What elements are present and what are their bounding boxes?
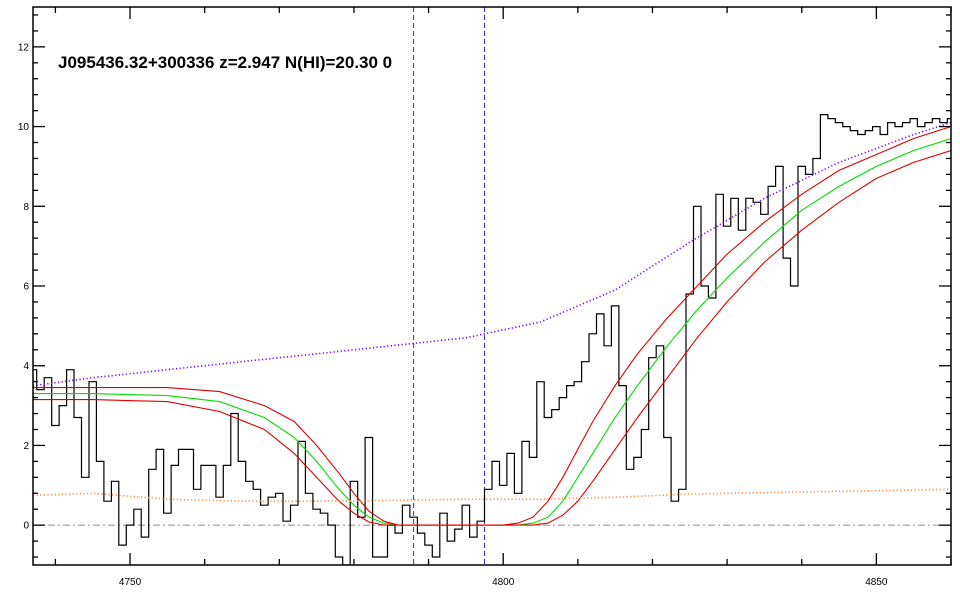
y-tick-label: 12 (18, 42, 30, 53)
x-tick-label: 4750 (119, 577, 142, 588)
reference-lines (33, 7, 951, 565)
x-tick-label: 4800 (492, 577, 515, 588)
series-2-line (33, 126, 951, 526)
x-tick-label: 4850 (865, 577, 888, 588)
series-layer (33, 114, 951, 565)
series-4-dotted (33, 121, 951, 387)
y-tick-label: 2 (23, 441, 29, 452)
y-tick-label: 4 (23, 361, 29, 372)
y-tick-label: 0 (23, 521, 29, 532)
series-1-line (33, 137, 951, 526)
y-tick-label: 8 (23, 202, 29, 213)
y-tick-label: 10 (18, 122, 30, 133)
axis-ticks: 0 2 4 6 8 10 12 4750 4800 4850 (18, 7, 952, 588)
series-0-histogram (33, 114, 951, 565)
series-3-line (33, 149, 951, 526)
y-tick-label: 6 (23, 282, 29, 293)
chart-title: J095436.32+300336 z=2.947 N(HI)=20.30 0 (58, 53, 392, 72)
